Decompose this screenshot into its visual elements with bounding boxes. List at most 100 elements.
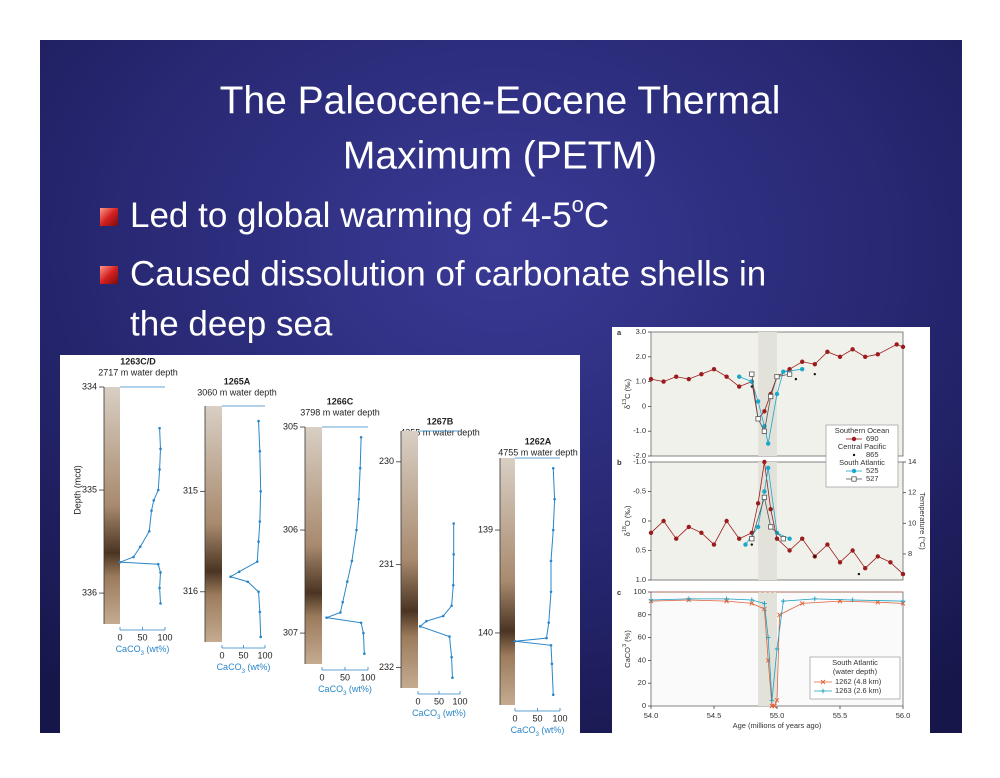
- marker: [800, 367, 805, 372]
- label-part: 3: [242, 669, 246, 675]
- marker: [812, 362, 817, 367]
- caco3-point: [132, 555, 135, 559]
- marker: [762, 409, 767, 414]
- caco3-point: [259, 635, 263, 639]
- marker: [768, 507, 773, 512]
- label-part: CaCO: [412, 708, 437, 718]
- marker: [800, 359, 805, 364]
- marker: [857, 572, 861, 576]
- caco3-point: [118, 560, 122, 564]
- label-part: 3: [622, 644, 628, 647]
- label-part: (wt%): [539, 725, 565, 735]
- label-part: (wt%): [346, 684, 372, 694]
- marker: [774, 391, 780, 397]
- y-tick-label: -1.0: [633, 426, 646, 435]
- marker: [686, 376, 691, 382]
- depth-tick-label: 232: [379, 662, 394, 672]
- y2-axis-label: Temperature (°C): [918, 492, 927, 550]
- y-tick-label: 2.0: [636, 352, 646, 361]
- caco3-point: [156, 562, 160, 566]
- marker: [850, 597, 855, 603]
- caco3-point: [355, 528, 358, 532]
- caco3-point: [255, 560, 259, 563]
- marker: [900, 571, 906, 577]
- marker: [648, 530, 654, 535]
- y-tick-label: 40: [638, 655, 646, 664]
- caco3-point: [259, 490, 263, 493]
- legend-box: [825, 424, 899, 488]
- marker: [755, 524, 761, 530]
- depth-tick-label: 230: [379, 456, 394, 466]
- marker: [850, 347, 855, 352]
- depth-tick-label: 305: [283, 421, 298, 431]
- label-part: δ: [623, 405, 632, 409]
- legend-group: South Atlantic: [839, 458, 885, 467]
- marker: [780, 536, 786, 542]
- label-part: 3: [141, 651, 145, 657]
- core-site: 1265A: [224, 376, 251, 386]
- bullet-icon: [100, 208, 118, 226]
- caco3-point: [158, 468, 161, 471]
- marker: [762, 489, 767, 494]
- caco3-point: [513, 639, 517, 643]
- caco3-tick-label: 50: [137, 632, 147, 642]
- y-tick-label: 100: [633, 587, 646, 596]
- caco3-tick-label: 0: [117, 632, 122, 642]
- caco3-tick-label: 50: [532, 713, 542, 723]
- marker: [699, 371, 704, 377]
- y2-tick-label: 10: [908, 518, 916, 527]
- caco3-point: [547, 621, 551, 624]
- core-water-depth: 4755 m water depth: [498, 447, 578, 457]
- marker: [777, 612, 782, 618]
- label-part: (wt%): [440, 708, 466, 718]
- marker: [787, 371, 793, 377]
- y-tick-label: 60: [638, 633, 646, 642]
- caco3-point: [452, 553, 456, 556]
- caco3-point: [246, 580, 250, 584]
- marker: [774, 697, 780, 703]
- x-tick-label: 55.5: [833, 711, 848, 720]
- marker: [875, 352, 880, 357]
- caco3-point: [545, 636, 548, 640]
- caco3-tick-label: 0: [415, 696, 420, 706]
- depth-tick-label: 307: [283, 627, 298, 637]
- depth-axis-label: Depth (mcd): [72, 465, 82, 515]
- bullet-superscript: o: [572, 192, 584, 217]
- marker: [711, 542, 717, 547]
- y-tick-label: 80: [638, 610, 646, 619]
- label-part: δ: [623, 532, 632, 536]
- caco3-tick-label: 50: [238, 650, 248, 660]
- marker: [765, 635, 771, 640]
- caco3-point: [258, 449, 262, 453]
- marker: [737, 536, 742, 541]
- marker: [812, 596, 818, 602]
- y-tick-label: -2.0: [633, 451, 646, 460]
- marker: [774, 536, 780, 541]
- caco3-tick-label: 100: [257, 650, 272, 660]
- marker: [661, 379, 666, 384]
- caco3-point: [147, 529, 151, 533]
- label-part: 13: [622, 399, 628, 405]
- marker: [765, 465, 771, 471]
- event-band: [758, 462, 777, 580]
- marker: [755, 501, 761, 506]
- marker: [762, 606, 767, 612]
- marker: [781, 598, 786, 604]
- caco3-point: [159, 447, 162, 451]
- core-photo: [500, 458, 515, 705]
- marker: [762, 601, 767, 606]
- x-tick-label: 55.0: [770, 711, 785, 720]
- caco3-curve: [229, 421, 262, 637]
- legend-box: [809, 656, 901, 700]
- caco3-point: [551, 466, 555, 470]
- marker: [749, 597, 755, 603]
- y-tick-label: 1.0: [636, 575, 646, 584]
- marker: [900, 598, 906, 604]
- caco3-point: [363, 652, 366, 655]
- marker: [888, 560, 893, 565]
- y-tick-label: -0.5: [633, 486, 646, 495]
- caco3-point: [341, 600, 345, 604]
- caco3-tick-label: 0: [512, 713, 517, 723]
- legend-label: 1263 (2.6 km): [835, 686, 882, 695]
- marker: [686, 596, 692, 602]
